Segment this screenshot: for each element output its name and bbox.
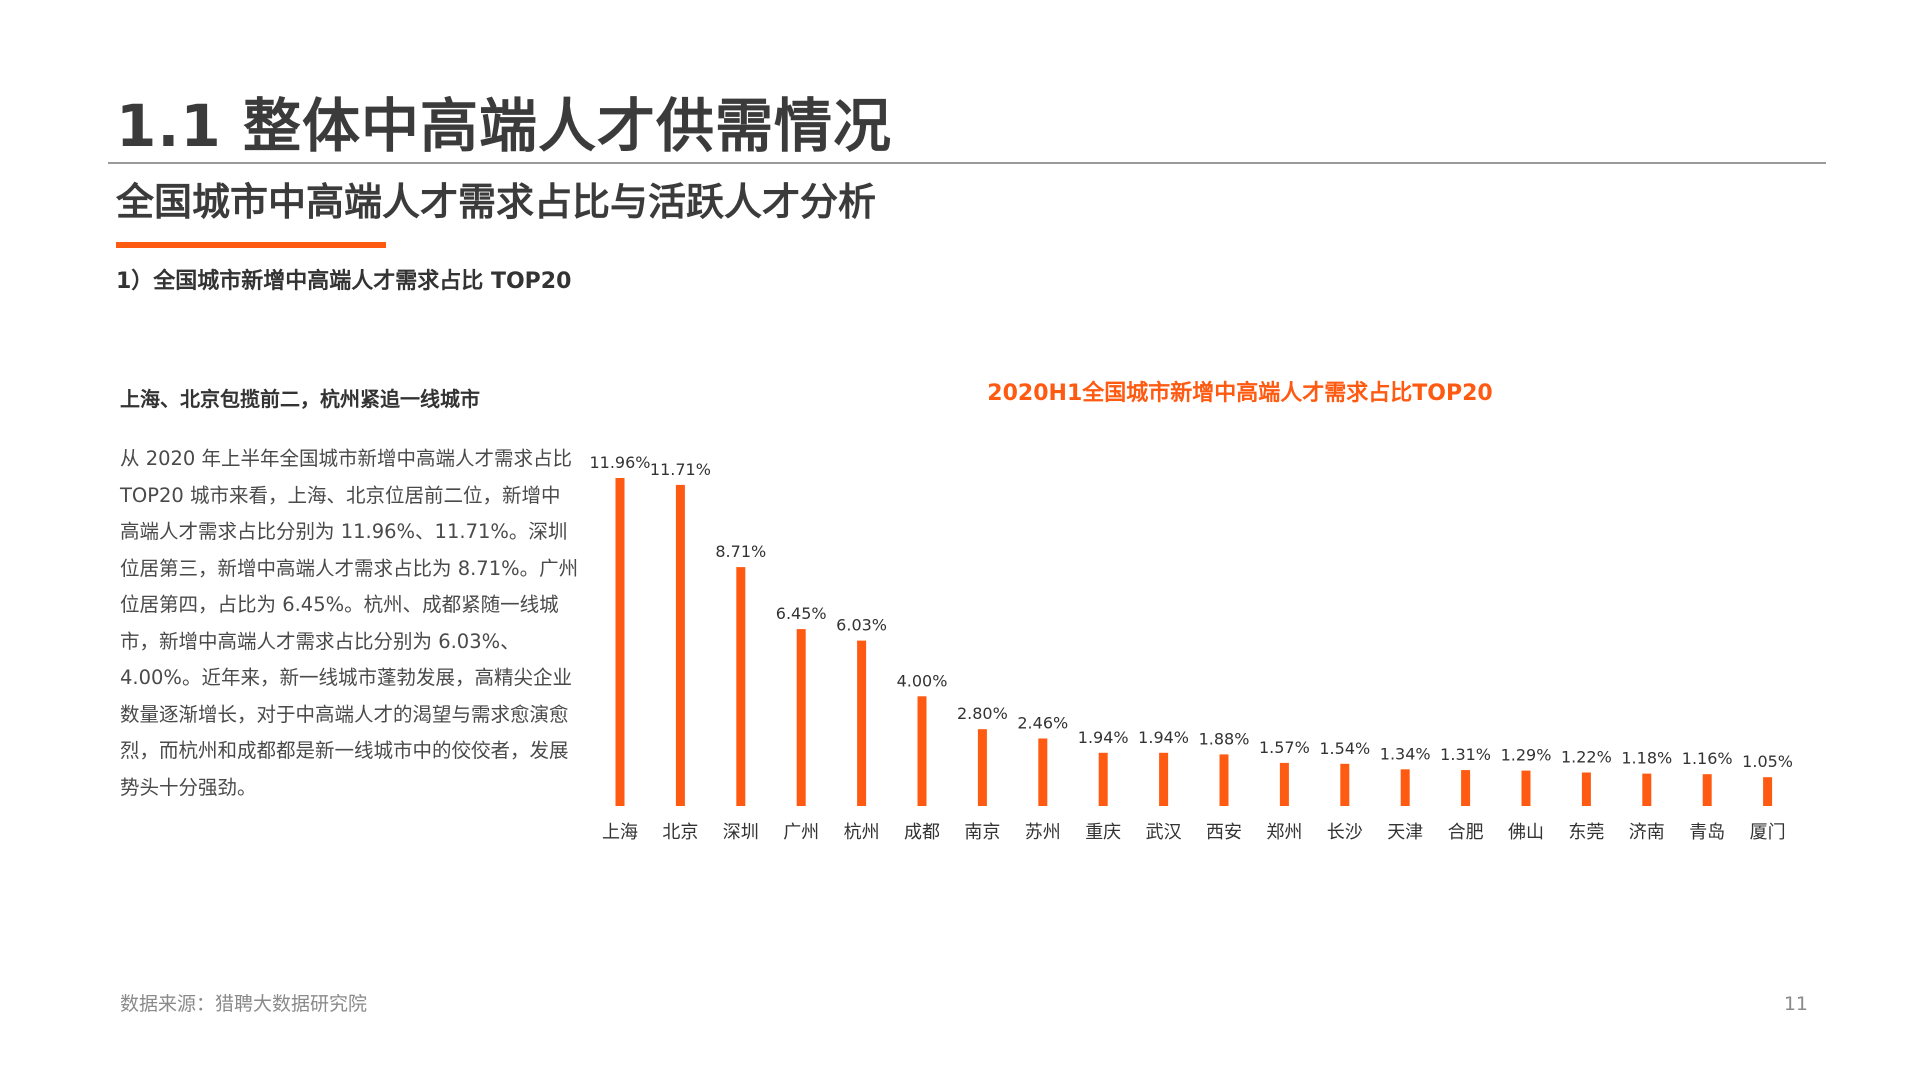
bar: [1340, 763, 1350, 806]
bar-group: 1.94% 重庆: [1078, 728, 1129, 843]
bar-group: 1.18% 济南: [1621, 749, 1672, 843]
bar-group: 1.31% 合肥: [1440, 745, 1491, 843]
bar-group: 6.03% 杭州: [836, 616, 887, 843]
bar: [1521, 770, 1531, 806]
bar-value-label: 1.29%: [1501, 746, 1552, 765]
bar-value-label: 1.31%: [1440, 745, 1491, 764]
category-label: 长沙: [1327, 822, 1363, 843]
page-subtitle: 全国城市中高端人才需求占比与活跃人才分析: [116, 180, 877, 224]
bar: [1038, 738, 1048, 806]
bar-chart: 11.96% 上海 11.71% 北京 8.71% 深圳 6.45% 广州 6.03% 杭州 4.0…: [589, 453, 1793, 844]
bar-group: 1.29% 佛山: [1501, 746, 1552, 843]
section-heading: 1）全国城市新增中高端人才需求占比 TOP20: [116, 269, 572, 294]
category-label: 西安: [1206, 822, 1242, 843]
bar: [1400, 769, 1410, 806]
bar: [917, 696, 927, 806]
category-label: 北京: [662, 822, 698, 843]
bar: [1763, 777, 1773, 806]
category-label: 杭州: [844, 822, 880, 843]
category-label: 东莞: [1568, 822, 1604, 843]
bar-value-label: 1.22%: [1561, 748, 1612, 767]
bar: [1461, 770, 1471, 806]
bar-value-label: 2.46%: [1017, 714, 1068, 733]
bar-value-label: 1.18%: [1621, 749, 1672, 768]
category-label: 广州: [783, 822, 819, 843]
chart-title: 2020H1全国城市新增中高端人才需求占比TOP20: [987, 381, 1493, 406]
category-label: 厦门: [1750, 822, 1786, 843]
bar: [796, 629, 806, 806]
bar: [675, 484, 685, 806]
bar: [857, 640, 867, 806]
text-panel-body: 从 2020 年上半年全国城市新增中高端人才需求占比 TOP20 城市来看，上海…: [120, 447, 579, 799]
bar-value-label: 1.94%: [1078, 728, 1129, 747]
bar-value-label: 1.88%: [1199, 729, 1250, 748]
bar-group: 1.22% 东莞: [1561, 748, 1612, 844]
subtitle-accent-bar: [116, 242, 386, 248]
category-label: 南京: [964, 822, 1000, 843]
category-label: 成都: [904, 822, 940, 843]
bar-group: 2.80% 南京: [957, 704, 1008, 843]
bar-value-label: 1.05%: [1742, 752, 1793, 771]
bar-value-label: 11.71%: [650, 460, 711, 479]
bar-value-label: 2.80%: [957, 704, 1008, 723]
bar-group: 6.45% 广州: [776, 604, 827, 843]
source-note: 数据来源：猎聘大数据研究院: [120, 993, 368, 1015]
category-label: 上海: [602, 822, 638, 843]
category-label: 武汉: [1146, 822, 1182, 843]
bar-group: 1.16% 青岛: [1682, 749, 1733, 843]
bar-group: 11.96% 上海: [589, 453, 650, 843]
bar: [1702, 774, 1712, 806]
bar-value-label: 11.96%: [589, 453, 650, 472]
page-title: 1.1 整体中高端人才供需情况: [116, 92, 892, 160]
bar-value-label: 1.54%: [1319, 739, 1370, 758]
bar: [1279, 762, 1289, 806]
bar-group: 1.57% 郑州: [1259, 738, 1310, 843]
category-label: 佛山: [1508, 822, 1544, 843]
category-label: 青岛: [1689, 822, 1725, 843]
title-divider: [108, 162, 1826, 164]
category-label: 重庆: [1085, 822, 1121, 843]
bar: [1098, 752, 1108, 806]
text-panel-heading: 上海、北京包揽前二，杭州紧追一线城市: [120, 387, 480, 411]
bar-value-label: 6.45%: [776, 604, 827, 623]
bar-group: 11.71% 北京: [650, 460, 711, 843]
bar: [977, 729, 987, 806]
bar-value-label: 1.34%: [1380, 744, 1431, 763]
page-number: 11: [1783, 993, 1808, 1015]
bar-group: 8.71% 深圳: [715, 542, 766, 843]
bar: [1159, 752, 1169, 806]
bar-group: 2.46% 苏州: [1017, 714, 1068, 844]
bar-group: 1.54% 长沙: [1319, 739, 1370, 843]
bar: [615, 478, 625, 806]
text-panel: 上海、北京包揽前二，杭州紧追一线城市 从 2020 年上半年全国城市新增中高端人…: [120, 383, 580, 806]
bar-value-label: 6.03%: [836, 616, 887, 635]
bar: [1219, 754, 1229, 806]
bar-value-label: 1.16%: [1682, 749, 1733, 768]
category-label: 郑州: [1266, 822, 1302, 843]
bar: [736, 567, 746, 806]
bar-value-label: 4.00%: [897, 671, 948, 690]
bar-value-label: 1.94%: [1138, 728, 1189, 747]
bar-group: 4.00% 成都: [897, 671, 948, 843]
bar: [1581, 772, 1591, 806]
bar: [1642, 773, 1652, 806]
bar-value-label: 8.71%: [715, 542, 766, 561]
bar-value-label: 1.57%: [1259, 738, 1310, 757]
category-label: 苏州: [1025, 822, 1061, 843]
category-label: 天津: [1387, 822, 1423, 843]
category-label: 合肥: [1448, 822, 1484, 843]
bar-group: 1.94% 武汉: [1138, 728, 1189, 843]
category-label: 深圳: [723, 822, 759, 843]
category-label: 济南: [1629, 822, 1665, 843]
bar-group: 1.05% 厦门: [1742, 752, 1793, 843]
bar-group: 1.34% 天津: [1380, 744, 1431, 843]
bar-group: 1.88% 西安: [1199, 729, 1250, 843]
